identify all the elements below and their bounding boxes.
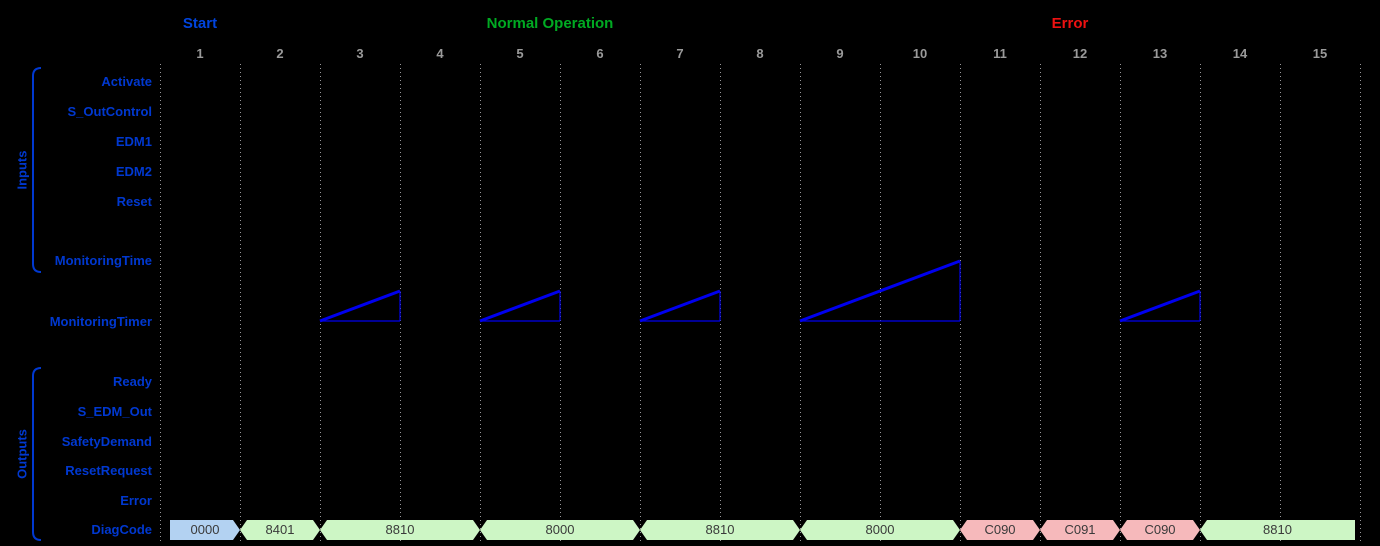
signal-label-resetrequest: ResetRequest [65,463,152,478]
signal-label-diagcode: DiagCode [91,522,152,537]
signal-label-monitoringtime: MonitoringTime [54,253,152,268]
grid-line [1360,64,1361,542]
tick-label: 13 [1152,46,1168,61]
grid-line [720,64,721,542]
timer-ramp-slope [639,289,721,323]
timer-ramp-slope [479,289,561,323]
diagcode-value-box: 8810 [1200,520,1355,540]
grid-line [480,64,481,542]
phase-label-start: Start [182,15,218,32]
diagcode-value-box: C090 [1120,520,1200,540]
tick-label: 7 [676,46,684,61]
grid-line [400,64,401,542]
grid-line [800,64,801,542]
tick-label: 1 [196,46,204,61]
signal-label-s-edm-out: S_EDM_Out [77,404,152,419]
signal-label-activate: Activate [101,74,152,89]
grid-line [1120,64,1121,542]
diagcode-value-box: 8810 [640,520,800,540]
grid-line [1200,64,1201,542]
tick-label: 12 [1072,46,1088,61]
diagcode-value-box: C091 [1040,520,1120,540]
diagcode-value-box: 8000 [800,520,960,540]
grid-line [640,64,641,542]
tick-label: 11 [993,46,1007,61]
phase-label-error: Error [1051,15,1089,32]
signal-label-reset: Reset [116,194,152,209]
timer-ramp-slope [1119,289,1201,323]
tick-label: 10 [912,46,928,61]
tick-label: 3 [356,46,364,61]
tick-label: 6 [596,46,604,61]
phase-label-normal-operation: Normal Operation [486,15,614,32]
diagcode-value-box: 8401 [240,520,320,540]
tick-label: 4 [436,46,444,61]
signal-label-monitoringtimer: MonitoringTimer [49,314,152,329]
diagcode-value-box: 0000 [170,520,240,540]
tick-label: 9 [836,46,844,61]
grid-line [560,64,561,542]
tick-label: 15 [1312,46,1328,61]
tick-label: 5 [516,46,524,61]
diagcode-value-box: 8000 [480,520,640,540]
grid-line [880,64,881,542]
grid-line [1040,64,1041,542]
grid-line [160,64,161,542]
tick-label: 14 [1232,46,1248,61]
signal-label-error: Error [120,493,152,508]
timer-ramp-slope [319,289,401,323]
signal-label-edm1: EDM1 [115,134,152,149]
grid-line [960,64,961,542]
diagcode-value-box: C090 [960,520,1040,540]
grid-line [240,64,241,542]
signal-label-s-outcontrol: S_OutControl [67,104,153,119]
tick-label: 2 [276,46,284,61]
signal-label-ready: Ready [112,374,152,389]
grid-line [1280,64,1281,542]
signal-label-safetydemand: SafetyDemand [61,434,152,449]
signal-label-edm2: EDM2 [115,164,152,179]
diagcode-value-box: 8810 [320,520,480,540]
grid-line [320,64,321,542]
tick-label: 8 [756,46,764,61]
outputs-brace [32,367,42,541]
